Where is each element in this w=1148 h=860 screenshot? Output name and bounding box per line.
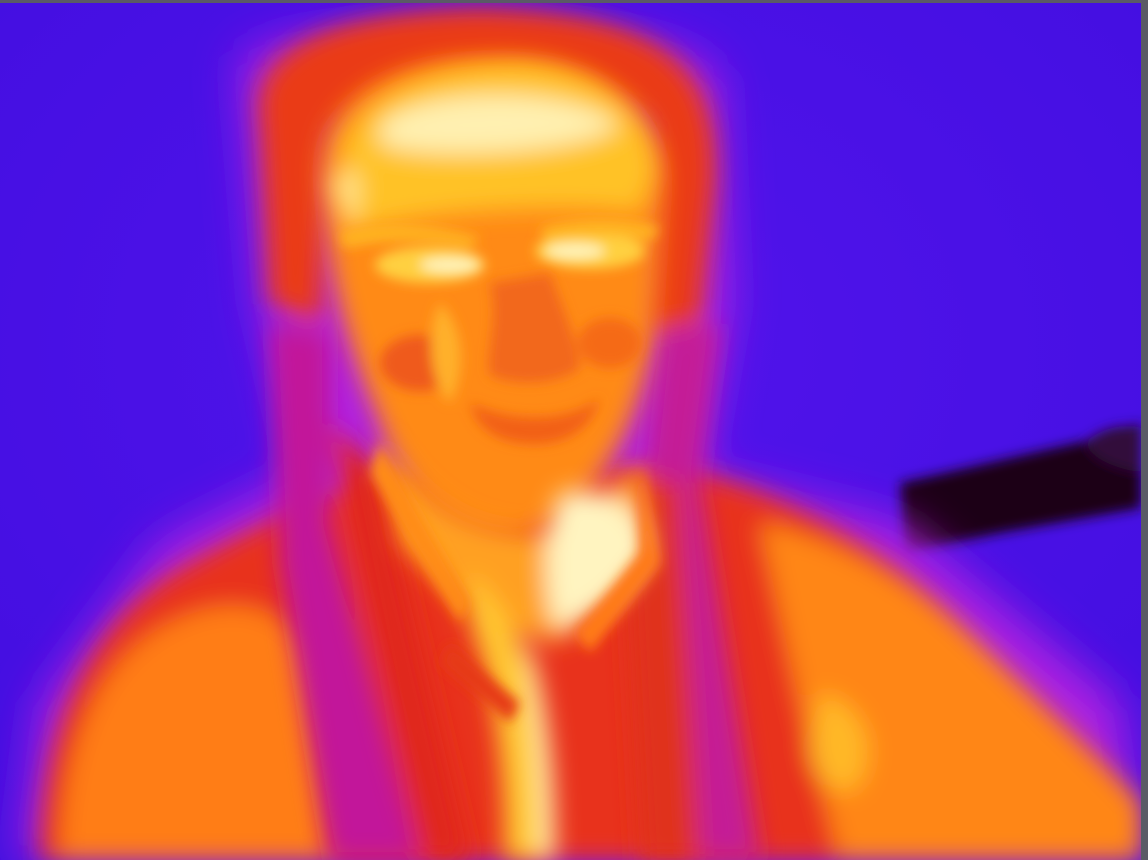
thermal-image [0, 3, 1141, 860]
eyes [340, 218, 660, 283]
forehead [330, 63, 655, 233]
collar [370, 443, 660, 723]
cold-object [900, 423, 1141, 553]
nose-mouth [380, 273, 642, 444]
thermal-image-canvas [0, 3, 1141, 860]
